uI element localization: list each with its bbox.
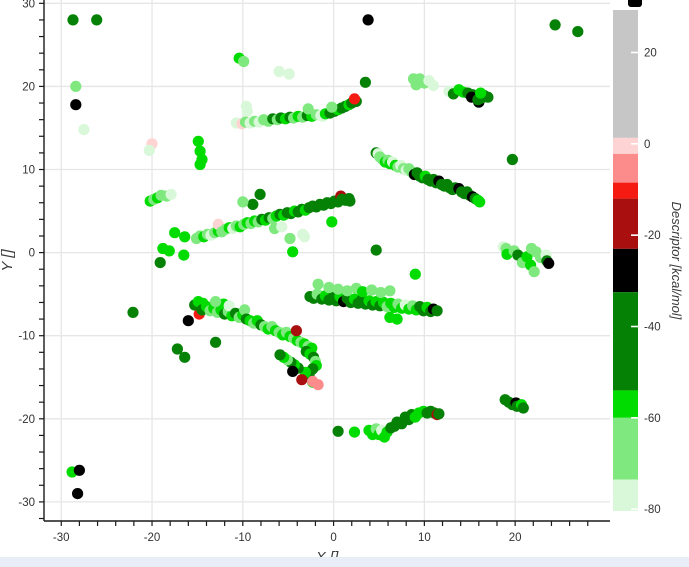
- data-point[interactable]: [474, 196, 486, 208]
- data-point[interactable]: [475, 87, 487, 99]
- colorbar-tick-label: -60: [644, 413, 661, 425]
- data-point[interactable]: [273, 65, 285, 78]
- data-point[interactable]: [91, 14, 103, 26]
- data-point[interactable]: [163, 245, 175, 257]
- data-point[interactable]: [344, 195, 356, 207]
- data-point[interactable]: [287, 365, 299, 377]
- x-tick-label: 0: [330, 532, 336, 544]
- data-point[interactable]: [241, 105, 253, 117]
- y-tick-label: -10: [18, 331, 35, 343]
- data-point[interactable]: [283, 68, 295, 80]
- y-tick-label: 30: [22, 0, 35, 10]
- data-point[interactable]: [154, 257, 166, 269]
- data-point[interactable]: [572, 26, 584, 38]
- data-point[interactable]: [506, 153, 518, 166]
- data-point[interactable]: [70, 99, 82, 111]
- data-point[interactable]: [391, 313, 403, 325]
- data-point[interactable]: [178, 249, 190, 261]
- data-point[interactable]: [296, 374, 308, 386]
- y-tick-label: 0: [29, 248, 35, 260]
- data-point[interactable]: [409, 268, 421, 280]
- data-point[interactable]: [237, 196, 249, 208]
- data-point[interactable]: [127, 306, 139, 318]
- colorbar-tick-label: -40: [644, 321, 661, 333]
- y-tick-label: 20: [22, 81, 35, 93]
- data-point[interactable]: [332, 425, 344, 437]
- data-point[interactable]: [73, 464, 85, 476]
- colorbar-tick-label: 20: [644, 47, 657, 59]
- page-background-strip: [0, 557, 689, 567]
- data-point[interactable]: [348, 426, 361, 438]
- data-point[interactable]: [348, 93, 361, 105]
- data-point[interactable]: [302, 103, 314, 115]
- data-point[interactable]: [274, 349, 286, 361]
- data-point[interactable]: [332, 283, 344, 295]
- x-tick-label: -10: [234, 532, 251, 544]
- data-point[interactable]: [543, 257, 555, 269]
- data-point[interactable]: [165, 188, 177, 200]
- data-point[interactable]: [182, 315, 194, 327]
- data-point[interactable]: [323, 281, 335, 294]
- data-point[interactable]: [179, 351, 191, 363]
- y-tick-label: -20: [18, 414, 35, 426]
- y-tick-label: -30: [18, 497, 35, 509]
- colorbar: 20 0 -20 -40 -60 -80: [613, 10, 661, 516]
- data-point[interactable]: [326, 216, 338, 228]
- data-point[interactable]: [433, 408, 445, 420]
- data-point[interactable]: [528, 266, 540, 278]
- data-point[interactable]: [362, 14, 374, 26]
- modebar-icon-fragment[interactable]: [628, 0, 642, 7]
- data-point[interactable]: [297, 228, 309, 240]
- data-point[interactable]: [341, 285, 353, 297]
- data-point[interactable]: [78, 124, 90, 136]
- data-point[interactable]: [143, 144, 155, 156]
- scatter-points: [66, 14, 584, 500]
- data-point[interactable]: [366, 284, 378, 296]
- y-tick-label: 10: [22, 165, 35, 177]
- data-point[interactable]: [254, 188, 266, 200]
- data-point[interactable]: [171, 343, 183, 355]
- colorbar-tick-label: 0: [644, 139, 650, 151]
- y-axis-title: Y []: [0, 249, 16, 272]
- data-point[interactable]: [284, 232, 296, 245]
- x-tick-label: -20: [144, 532, 161, 544]
- data-point[interactable]: [312, 379, 324, 391]
- data-point[interactable]: [247, 198, 259, 210]
- colorbar-tick-label: -80: [644, 504, 661, 516]
- data-point[interactable]: [192, 135, 204, 147]
- data-point[interactable]: [431, 305, 443, 317]
- data-point[interactable]: [357, 286, 369, 298]
- data-point[interactable]: [427, 80, 439, 92]
- data-point[interactable]: [370, 244, 382, 256]
- data-point[interactable]: [223, 300, 235, 312]
- x-tick-label: 10: [418, 532, 431, 544]
- data-point[interactable]: [238, 55, 250, 68]
- colorbar-title: Descriptor [kcal/mol]: [669, 202, 684, 320]
- data-point[interactable]: [384, 285, 396, 297]
- data-point[interactable]: [239, 304, 251, 316]
- data-point[interactable]: [169, 227, 181, 239]
- data-point[interactable]: [179, 231, 191, 243]
- data-point[interactable]: [290, 325, 302, 337]
- data-point[interactable]: [194, 158, 206, 171]
- data-point[interactable]: [276, 221, 288, 233]
- colorbar-tick-label: -20: [644, 230, 661, 242]
- data-point[interactable]: [210, 296, 222, 308]
- x-tick-label: -30: [53, 532, 70, 544]
- data-point[interactable]: [312, 278, 324, 290]
- data-point[interactable]: [210, 336, 222, 348]
- data-point[interactable]: [359, 76, 371, 88]
- x-tick-label: 20: [509, 532, 522, 544]
- data-point[interactable]: [375, 286, 387, 299]
- data-point[interactable]: [70, 80, 82, 92]
- data-point[interactable]: [67, 14, 79, 26]
- data-point[interactable]: [549, 19, 561, 31]
- data-point[interactable]: [287, 246, 299, 258]
- data-point[interactable]: [72, 488, 84, 500]
- data-point[interactable]: [517, 402, 529, 414]
- axes: -30 -20 -10 0 10 20 30 20 10 0 -10 -20 -30: [18, 0, 610, 544]
- data-point[interactable]: [326, 101, 338, 113]
